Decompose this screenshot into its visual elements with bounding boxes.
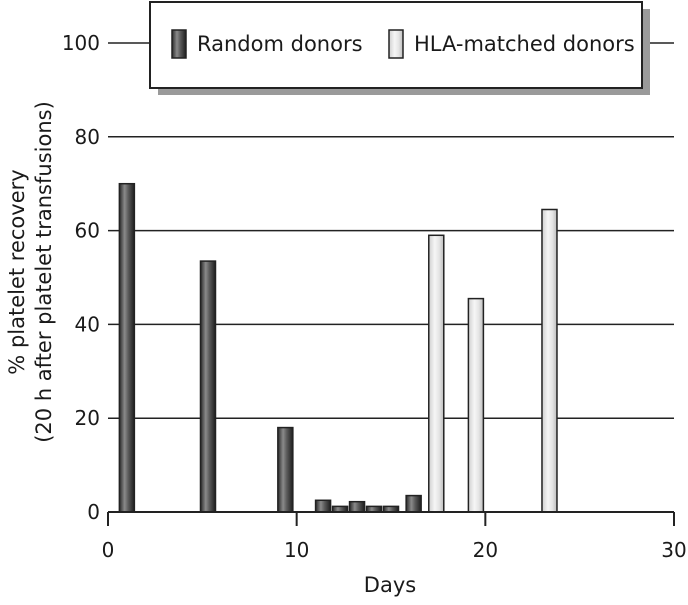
legend-swatch-hla	[388, 29, 404, 59]
bar-random	[199, 260, 217, 513]
x-axis-title: Days	[364, 573, 416, 597]
legend-label-random: Random donors	[197, 32, 363, 56]
y-tick-label: 100	[62, 31, 100, 55]
x-tick-label: 30	[661, 538, 686, 562]
y-tick-label: 0	[87, 500, 100, 524]
x-tick-label: 10	[284, 538, 309, 562]
tick-labels: 0 20 40 60 80 100 0 10 20 30	[62, 31, 687, 562]
y-tick-label: 20	[75, 406, 100, 430]
bar-random	[348, 500, 366, 513]
legend-swatch-random	[171, 29, 187, 59]
y-tick-label: 60	[75, 219, 100, 243]
gridlines	[108, 42, 674, 419]
y-axis-title-line2: (20 h after platelet transfusions)	[32, 101, 56, 443]
y-tick-label: 40	[75, 312, 100, 336]
y-axis-title-line1: % platelet recovery	[5, 169, 29, 374]
bar-hla	[428, 234, 445, 513]
x-tick-label: 20	[473, 538, 498, 562]
legend-label-hla: HLA-matched donors	[414, 32, 635, 56]
bar-random	[118, 182, 136, 513]
y-tick-label: 80	[75, 125, 100, 149]
bar-hla	[541, 208, 558, 513]
bars	[118, 182, 558, 513]
bar-random	[277, 426, 294, 513]
bar-hla	[467, 297, 485, 513]
legend: Random donors HLA-matched donors	[149, 1, 650, 95]
x-tick-label: 0	[102, 538, 115, 562]
axes	[107, 511, 675, 526]
bar-random	[405, 494, 422, 513]
bar-random	[314, 499, 332, 513]
